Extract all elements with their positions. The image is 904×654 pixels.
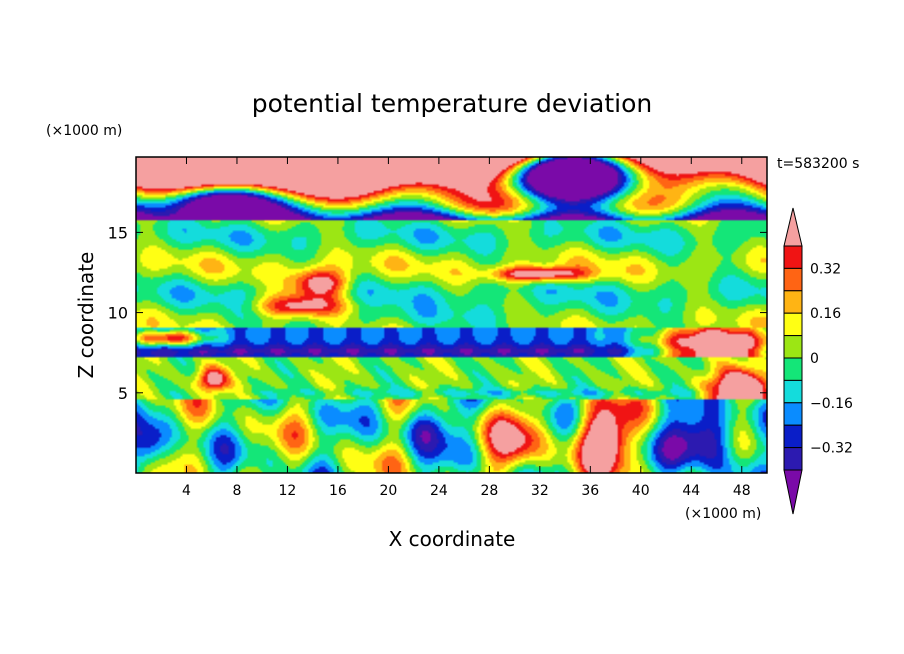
y-tick-label: 10 xyxy=(108,304,128,323)
colorbar-box xyxy=(783,290,803,314)
x-tick-label: 44 xyxy=(682,483,700,499)
colorbar-box xyxy=(783,267,803,292)
colorbar: −0.32 −0.16 0 0.16 0.32 xyxy=(783,207,853,515)
x-tick-label: 24 xyxy=(430,483,448,499)
colorbar-box xyxy=(783,357,803,381)
colorbar-box xyxy=(783,312,803,337)
x-tick-label: 32 xyxy=(531,483,549,499)
x-tick-label: 16 xyxy=(329,483,347,499)
x-tick-label: 4 xyxy=(182,483,191,499)
colorbar-label: 0.32 xyxy=(810,261,841,277)
heatmap-image xyxy=(136,157,767,473)
colorbar-box xyxy=(783,335,803,359)
x-axis-label: X coordinate xyxy=(389,527,516,551)
colorbar-label: 0.16 xyxy=(810,306,841,322)
x-tick-label: 36 xyxy=(581,483,599,499)
y-tick-label: 5 xyxy=(118,384,128,403)
colorbar-box xyxy=(783,424,803,449)
y-tick-label: 15 xyxy=(108,223,128,242)
colorbar-label: −0.16 xyxy=(810,396,853,412)
colorbar-box xyxy=(783,245,803,269)
colorbar-box xyxy=(783,379,803,404)
colorbar-over-triangle xyxy=(783,207,803,247)
plot-frame xyxy=(135,156,768,474)
y-axis-label: Z coordinate xyxy=(74,252,98,379)
heatmap-field xyxy=(136,157,767,473)
x-unit-label: (×1000 m) xyxy=(685,506,761,522)
x-tick-label: 8 xyxy=(232,483,241,499)
time-label: t=583200 s xyxy=(777,156,859,172)
colorbar-box xyxy=(783,447,803,471)
chart-title: potential temperature deviation xyxy=(252,89,652,118)
x-tick-label: 48 xyxy=(733,483,751,499)
colorbar-under-triangle xyxy=(783,469,803,515)
colorbar-label: 0 xyxy=(810,351,819,367)
colorbar-box xyxy=(783,402,803,426)
x-tick-label: 28 xyxy=(480,483,498,499)
x-axis: 4 8 12 16 20 24 28 32 36 40 44 48 xyxy=(182,157,751,499)
colorbar-label: −0.32 xyxy=(810,441,853,457)
y-axis: 5 10 15 xyxy=(108,223,767,403)
x-tick-label: 20 xyxy=(379,483,397,499)
x-tick-label: 40 xyxy=(632,483,650,499)
y-unit-label: (×1000 m) xyxy=(46,123,122,139)
x-tick-label: 12 xyxy=(279,483,297,499)
